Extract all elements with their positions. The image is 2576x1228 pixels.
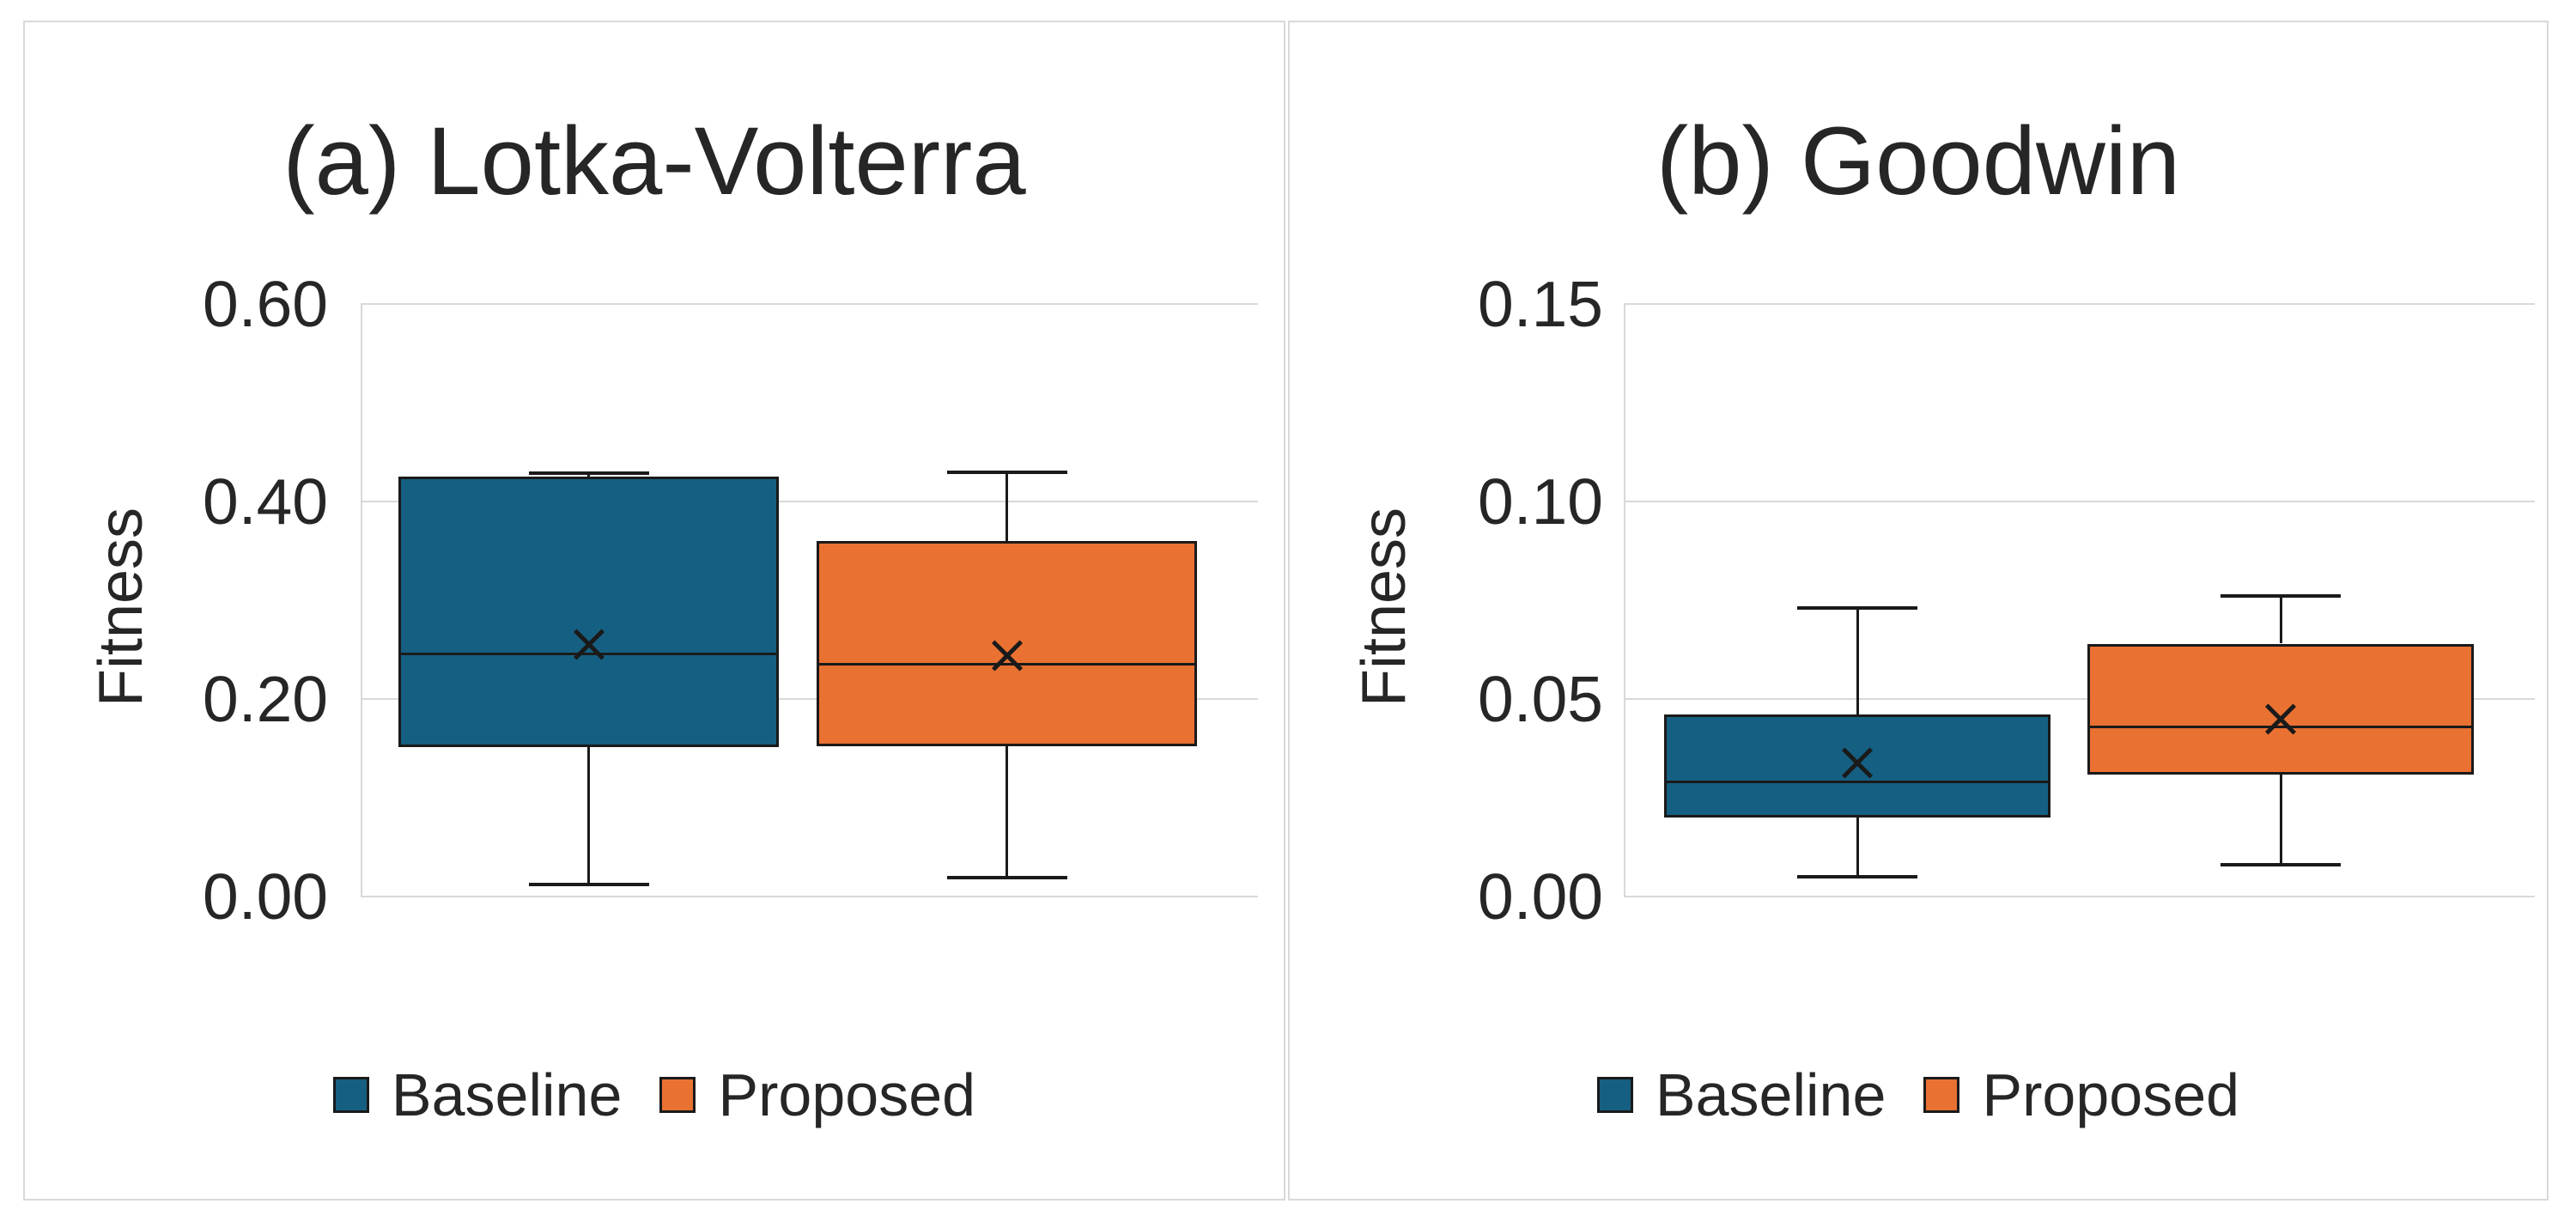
lower-whisker (1005, 746, 1008, 878)
legend-entry-proposed: Proposed (659, 1065, 975, 1125)
y-tick-label: 0.05 (1478, 663, 1603, 735)
gridline (1624, 303, 2535, 305)
box-proposed (817, 541, 1197, 746)
lower-whisker (587, 747, 590, 885)
panel-lotka-volterra: (a) Lotka-Volterra Fitness 0.60 0.40 0.20 0… (23, 21, 1285, 1201)
legend-entry-proposed: Proposed (1923, 1065, 2239, 1125)
upper-whisker (587, 473, 590, 477)
plot-area: 0.60 0.40 0.20 0.00 (25, 22, 1284, 1199)
lower-whisker (1856, 818, 1859, 877)
gridline (1624, 501, 2535, 502)
lower-whisker-cap (528, 883, 649, 886)
median-line (2089, 726, 2472, 728)
legend: Baseline Proposed (25, 1065, 1284, 1125)
mean-marker (573, 628, 605, 660)
legend-label-proposed: Proposed (1982, 1061, 2240, 1128)
chart-title: (b) Goodwin (1656, 107, 2181, 215)
y-tick-label: 0.40 (203, 465, 328, 538)
legend-swatch-proposed (659, 1077, 696, 1113)
mean-marker (1841, 746, 1874, 779)
legend-entry-baseline: Baseline (332, 1061, 623, 1128)
upper-whisker (1856, 608, 1859, 714)
legend-swatch-proposed (1923, 1077, 1960, 1113)
y-tick-label: 0.20 (203, 663, 328, 735)
upper-whisker-cap (2221, 594, 2341, 598)
y-tick-label: 0.10 (1478, 465, 1603, 538)
y-tick-label: 0.15 (1478, 268, 1603, 340)
lower-whisker-cap (1797, 875, 1917, 878)
legend-swatch-baseline (1596, 1077, 1633, 1113)
gridline (1624, 896, 2535, 897)
plot-area: 0.15 0.10 0.05 0.00 (1290, 22, 2547, 1199)
mean-marker (991, 639, 1024, 672)
legend-entry-baseline: Baseline (1596, 1061, 1886, 1128)
box-proposed (2087, 644, 2474, 775)
upper-whisker-cap (528, 471, 649, 475)
legend: Baseline Proposed (1290, 1065, 2547, 1125)
lower-whisker-cap (946, 876, 1067, 879)
upper-whisker (1005, 472, 1008, 542)
y-tick-label: 0.00 (1478, 860, 1603, 933)
y-tick-label: 0.60 (203, 268, 328, 340)
legend-label-baseline: Baseline (391, 1061, 623, 1128)
gridline (361, 303, 1258, 305)
median-line (1666, 781, 2049, 783)
y-axis-line (361, 304, 362, 897)
median-line (400, 653, 777, 655)
chart-title: (a) Lotka-Volterra (283, 107, 1026, 215)
lower-whisker-cap (2221, 863, 2341, 866)
gridline (1624, 698, 2535, 700)
lower-whisker (2279, 774, 2282, 865)
upper-whisker-cap (946, 471, 1067, 474)
panel-goodwin: (b) Goodwin Fitness 0.15 0.10 0.05 0.00 Bas… (1288, 21, 2549, 1201)
gridline (361, 698, 1258, 700)
legend-label-baseline: Baseline (1655, 1061, 1886, 1128)
upper-whisker (2279, 596, 2282, 643)
upper-whisker-cap (1797, 606, 1917, 610)
legend-label-proposed: Proposed (718, 1061, 976, 1128)
mean-marker (2264, 702, 2297, 735)
y-tick-label: 0.00 (203, 860, 328, 933)
median-line (818, 663, 1195, 666)
gridline (361, 501, 1258, 502)
gridline (361, 896, 1258, 897)
box-baseline (398, 477, 779, 747)
y-axis-line (1624, 304, 1625, 897)
legend-swatch-baseline (332, 1077, 369, 1113)
